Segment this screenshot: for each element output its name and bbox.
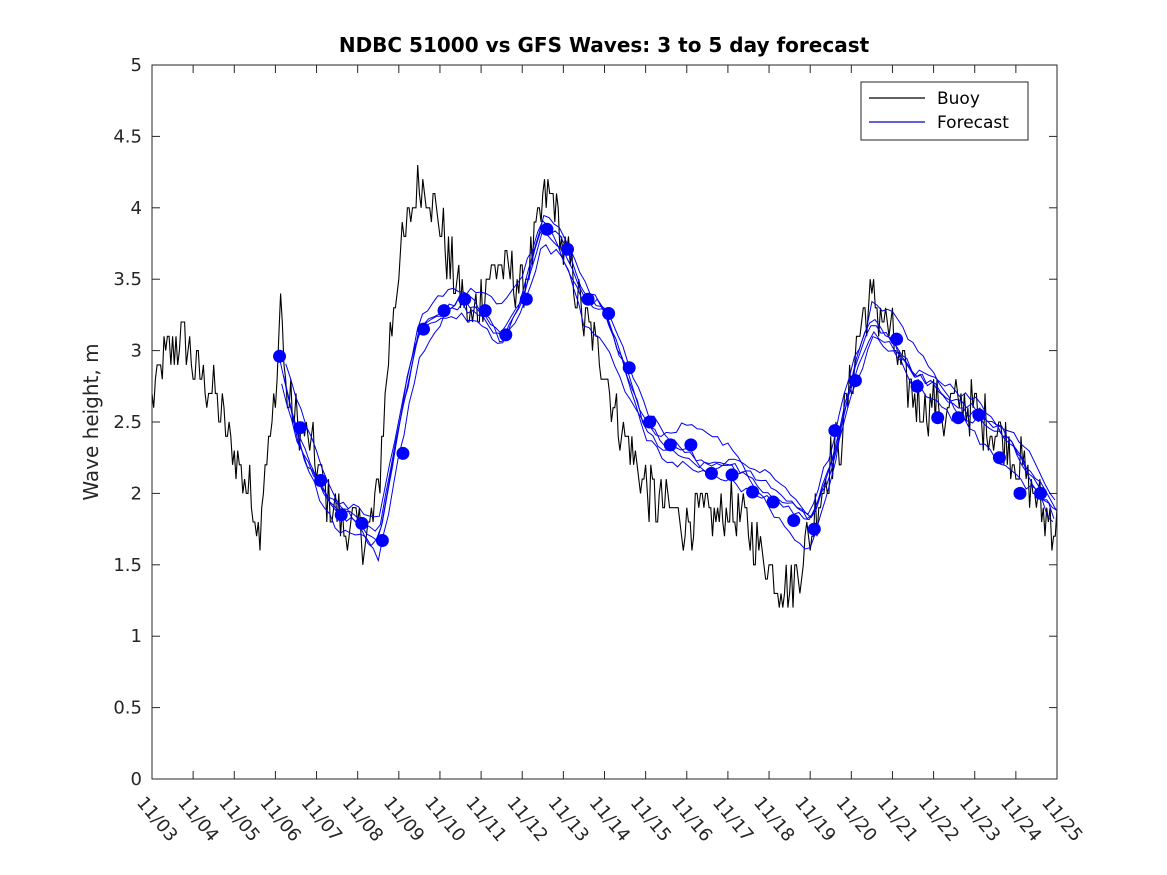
forecast-marker xyxy=(355,516,369,530)
forecast-marker xyxy=(828,424,842,438)
forecast-marker xyxy=(417,322,430,336)
y-tick-label: 3 xyxy=(131,341,142,362)
forecast-marker xyxy=(807,522,821,536)
y-tick-label: 2 xyxy=(131,483,142,504)
forecast-marker xyxy=(396,446,410,460)
x-tick-label: 11/18 xyxy=(749,793,798,846)
x-tick-labels: 11/0311/0411/0511/0611/0711/0811/0911/10… xyxy=(132,793,1086,846)
forecast-marker xyxy=(787,514,801,528)
forecast-markers xyxy=(273,222,1048,548)
forecast-marker xyxy=(951,411,965,425)
forecast-marker xyxy=(848,374,862,388)
forecast-marker xyxy=(560,242,574,256)
plot-frame xyxy=(151,64,1058,780)
forecast-marker xyxy=(972,408,986,422)
forecast-marker xyxy=(458,292,472,306)
x-tick-label: 11/15 xyxy=(626,793,675,846)
x-tick-label: 11/19 xyxy=(790,793,839,846)
x-tick-label: 11/12 xyxy=(502,793,551,846)
y-tick-labels: 0 0.5 1 1.5 2 2.5 3 3.5 4 4.5 5 xyxy=(113,55,142,790)
forecast-line xyxy=(285,219,1058,563)
forecast-marker xyxy=(910,379,924,393)
forecast-marker xyxy=(931,411,945,425)
forecast-marker xyxy=(334,508,348,522)
x-tick-label: 11/11 xyxy=(461,793,510,846)
forecast-marker xyxy=(684,438,698,452)
x-tick-label: 11/20 xyxy=(831,793,880,846)
x-tick-label: 11/09 xyxy=(379,793,428,846)
y-axis-label: Wave height, m xyxy=(79,343,103,500)
forecast-marker xyxy=(1034,486,1048,500)
x-tick-label: 11/16 xyxy=(667,793,716,846)
forecast-marker xyxy=(375,534,389,548)
x-tick-label: 11/06 xyxy=(256,793,305,846)
forecast-marker xyxy=(663,438,677,452)
x-tick-label: 11/10 xyxy=(420,793,469,846)
forecast-marker xyxy=(540,222,554,236)
y-tick-label: 4.5 xyxy=(113,126,142,147)
x-tick-label: 11/17 xyxy=(708,793,757,846)
forecast-marker xyxy=(992,451,1006,465)
x-tick-label: 11/14 xyxy=(585,793,634,846)
forecast-marker xyxy=(293,421,307,435)
forecast-marker xyxy=(499,328,513,342)
y-tick-label: 1.5 xyxy=(113,555,142,576)
y-tick-label: 1 xyxy=(131,626,142,647)
forecast-marker xyxy=(581,292,595,306)
forecast-marker xyxy=(437,304,451,318)
legend-label-buoy: Buoy xyxy=(937,89,980,109)
y-tick-label: 4 xyxy=(131,198,142,219)
x-tick-label: 11/24 xyxy=(996,793,1045,846)
forecast-marker xyxy=(622,361,636,375)
forecast-marker xyxy=(602,306,616,320)
x-tick-label: 11/05 xyxy=(214,793,263,846)
x-tick-label: 11/08 xyxy=(338,793,387,846)
forecast-marker xyxy=(478,304,492,318)
legend-box xyxy=(860,81,1029,141)
y-tick-label: 2.5 xyxy=(113,412,142,433)
y-tick-label: 3.5 xyxy=(113,269,142,290)
x-tick-label: 11/21 xyxy=(873,793,922,846)
legend-label-forecast: Forecast xyxy=(937,113,1009,133)
x-tick-label: 11/03 xyxy=(132,793,181,846)
legend: Buoy Forecast xyxy=(860,81,1029,141)
forecast-marker xyxy=(725,468,739,482)
x-tick-label: 11/07 xyxy=(297,793,346,846)
x-tick-label: 11/13 xyxy=(544,793,593,846)
forecast-marker xyxy=(643,415,657,429)
forecast-marker xyxy=(314,474,328,488)
forecast-marker xyxy=(1013,486,1027,500)
forecast-marker xyxy=(519,292,533,306)
y-tick-label: 5 xyxy=(131,55,142,76)
y-tick-label: 0.5 xyxy=(113,698,142,719)
x-tick-label: 11/25 xyxy=(1037,793,1086,846)
x-tick-label: 11/04 xyxy=(173,793,222,846)
forecast-marker xyxy=(890,332,904,346)
x-tick-label: 11/23 xyxy=(955,793,1004,846)
y-tick-label: 0 xyxy=(131,769,142,790)
forecast-marker xyxy=(273,349,287,363)
x-tick-label: 11/22 xyxy=(914,793,963,846)
forecast-marker xyxy=(746,485,760,499)
forecast-marker xyxy=(704,466,718,480)
axis-ticks xyxy=(151,64,1058,780)
forecast-marker xyxy=(766,495,780,509)
chart-title: NDBC 51000 vs GFS Waves: 3 to 5 day fore… xyxy=(339,33,870,57)
